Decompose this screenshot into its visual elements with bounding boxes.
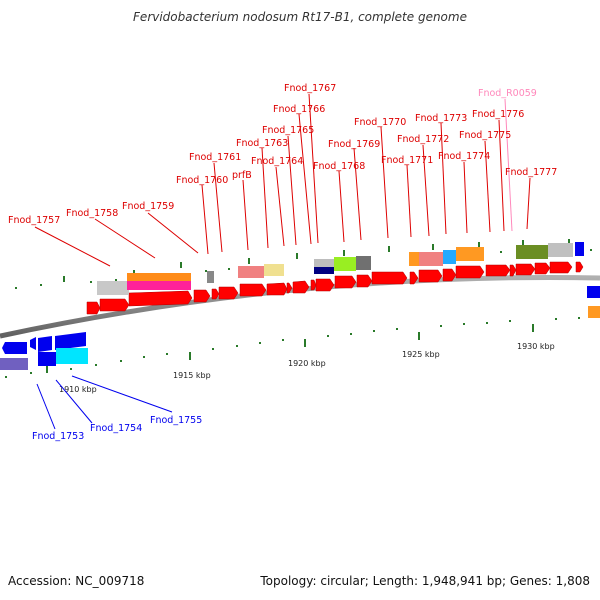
gene-label-fnod-1776[interactable]: Fnod_1776 [472,109,524,120]
gene-label-fnod-r0059[interactable]: Fnod_R0059 [478,88,537,99]
forward-domain-blocks [97,242,584,295]
gene-label-fnod-1765[interactable]: Fnod_1765 [262,125,314,136]
reverse-gene-arrows[interactable] [0,286,600,370]
gene-label-fnod-1770[interactable]: Fnod_1770 [354,117,406,128]
gene-label-fnod-1758[interactable]: Fnod_1758 [66,208,118,219]
gene-label-fnod-1772[interactable]: Fnod_1772 [397,134,449,145]
scale-tick-1920: 1920 kbp [288,359,326,368]
gene-label-fnod-1755[interactable]: Fnod_1755 [150,415,202,426]
scale-tick-1930: 1930 kbp [517,342,555,351]
gene-label-fnod-1766[interactable]: Fnod_1766 [273,104,325,115]
gene-label-fnod-1767[interactable]: Fnod_1767 [284,83,336,94]
genome-summary: Topology: circular; Length: 1,948,941 bp… [260,574,590,588]
gene-label-prfb[interactable]: prfB [232,170,252,181]
lower-tick-row [5,317,580,378]
scale-tick-1915: 1915 kbp [173,371,211,380]
gene-label-fnod-1771[interactable]: Fnod_1771 [381,155,433,166]
rna-leader-line [504,98,513,232]
gene-label-fnod-1768[interactable]: Fnod_1768 [313,161,365,172]
gene-label-fnod-1760[interactable]: Fnod_1760 [176,175,228,186]
scale-tick-1925: 1925 kbp [402,350,440,359]
gene-label-fnod-1757[interactable]: Fnod_1757 [8,215,60,226]
accession-label: Accession: NC_009718 [8,574,145,588]
gene-label-fnod-1754[interactable]: Fnod_1754 [90,423,142,434]
gene-label-fnod-1761[interactable]: Fnod_1761 [189,152,241,163]
gene-label-fnod-1774[interactable]: Fnod_1774 [438,151,490,162]
gene-label-fnod-1759[interactable]: Fnod_1759 [122,201,174,212]
scale-tick-1910: 1910 kbp [59,385,97,394]
genome-title: Fervidobacterium nodosum Rt17-B1, comple… [133,10,467,24]
forward-leader-lines [34,93,531,267]
gene-label-fnod-1763[interactable]: Fnod_1763 [236,138,288,149]
gene-label-fnod-1764[interactable]: Fnod_1764 [251,156,303,167]
forward-gene-arrows[interactable] [86,261,584,315]
gene-label-fnod-1773[interactable]: Fnod_1773 [415,113,467,124]
gene-label-fnod-1753[interactable]: Fnod_1753 [32,431,84,442]
gene-label-fnod-1769[interactable]: Fnod_1769 [328,139,380,150]
gene-label-fnod-1777[interactable]: Fnod_1777 [505,167,557,178]
reverse-leader-lines [36,375,173,430]
gene-label-fnod-1775[interactable]: Fnod_1775 [459,130,511,141]
